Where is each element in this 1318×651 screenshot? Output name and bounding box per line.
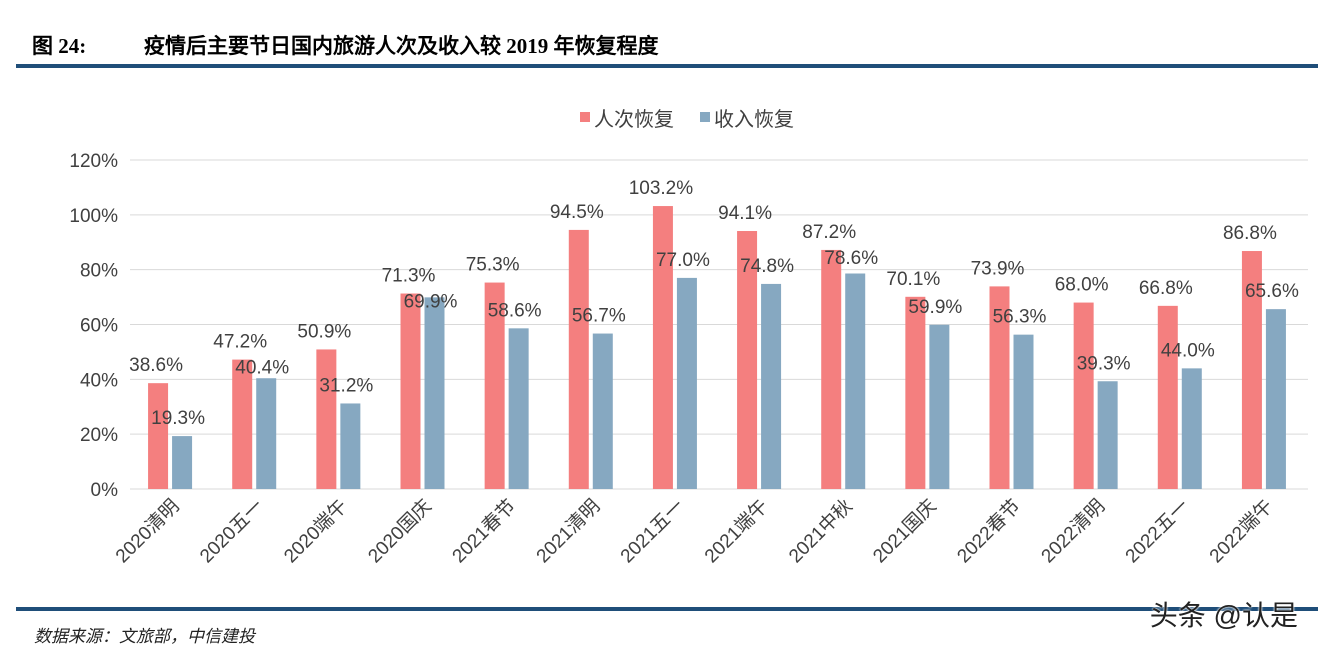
data-label: 77.0%	[656, 250, 710, 271]
bar-visitors	[652, 206, 673, 489]
bar-visitors	[1073, 302, 1094, 489]
data-label: 31.2%	[319, 375, 373, 396]
data-label: 75.3%	[466, 255, 520, 276]
data-label: 87.2%	[802, 222, 856, 243]
data-label: 69.9%	[404, 292, 458, 313]
bar-visitors	[821, 249, 842, 489]
x-tick-label: 2022端午	[1205, 495, 1277, 567]
data-label: 103.2%	[629, 178, 694, 199]
data-label: 40.4%	[235, 358, 289, 379]
x-tick-label: 2021中秋	[784, 495, 856, 567]
data-label: 73.9%	[971, 258, 1025, 279]
bar-visitors	[400, 293, 421, 489]
data-label: 74.8%	[740, 256, 794, 277]
x-tick-label: 2021国庆	[869, 495, 941, 567]
bar-revenue	[929, 324, 950, 489]
figure-title-text: 疫情后主要节日国内旅游人次及收入较 2019 年恢复程度	[144, 34, 659, 58]
y-tick-label: 100%	[69, 206, 118, 227]
x-tick-label: 2020端午	[280, 495, 352, 567]
data-label: 59.9%	[908, 297, 962, 318]
bar-visitors	[737, 231, 758, 490]
bar-visitors	[905, 296, 926, 489]
x-tick-label: 2020五一	[196, 496, 268, 568]
bar-revenue	[1013, 334, 1034, 489]
bar-revenue	[172, 436, 193, 489]
bar-visitors	[1241, 251, 1262, 489]
bar-revenue	[1097, 381, 1118, 489]
y-tick-label: 120%	[69, 151, 118, 172]
bar-revenue	[508, 328, 529, 489]
legend-swatch	[580, 112, 590, 122]
x-tick-label: 2022五一	[1122, 496, 1194, 568]
data-label: 65.6%	[1245, 281, 1299, 302]
data-label: 94.5%	[550, 202, 604, 223]
x-tick-label: 2022春节	[953, 495, 1025, 567]
bar-visitors	[232, 359, 253, 489]
data-label: 58.6%	[488, 300, 542, 321]
data-label: 19.3%	[151, 408, 205, 429]
data-label: 47.2%	[213, 332, 267, 353]
bar-revenue	[1265, 309, 1286, 489]
bar-visitors	[484, 282, 505, 489]
data-label: 56.3%	[993, 307, 1047, 328]
bar-revenue	[1181, 368, 1202, 489]
data-label: 94.1%	[718, 203, 772, 224]
x-tick-label: 2020国庆	[364, 495, 436, 567]
data-label: 56.7%	[572, 306, 626, 327]
footer-rule	[16, 607, 1318, 611]
data-label: 66.8%	[1139, 278, 1193, 299]
bar-revenue	[761, 283, 782, 489]
bar-visitors	[1157, 305, 1178, 489]
x-tick-label: 2021五一	[617, 496, 689, 568]
data-label: 86.8%	[1223, 223, 1277, 244]
bar-revenue	[424, 297, 445, 489]
bar-visitors	[316, 349, 337, 489]
title-rule	[16, 64, 1318, 68]
data-label: 39.3%	[1077, 353, 1131, 374]
data-label: 71.3%	[382, 266, 436, 287]
legend-label: 人次恢复	[594, 108, 674, 131]
y-tick-label: 20%	[80, 425, 118, 446]
bar-revenue	[676, 277, 697, 489]
figure-number: 图 24:	[32, 34, 87, 58]
y-tick-label: 60%	[80, 316, 118, 337]
y-tick-label: 40%	[80, 370, 118, 391]
bar-revenue	[592, 333, 613, 489]
x-tick-label: 2021春节	[448, 495, 520, 567]
source-note: 数据来源：文旅部，中信建投	[34, 627, 255, 646]
figure-title: 图 24: 疫情后主要节日国内旅游人次及收入较 2019 年恢复程度	[32, 30, 659, 60]
data-label: 78.6%	[824, 248, 878, 269]
data-label: 68.0%	[1055, 275, 1109, 296]
bar-revenue	[845, 273, 866, 489]
bar-revenue	[340, 403, 361, 489]
bar-visitors	[148, 383, 169, 489]
x-tick-label: 2022清明	[1037, 495, 1109, 567]
y-tick-label: 80%	[80, 261, 118, 282]
y-tick-label: 0%	[91, 480, 119, 501]
data-label: 44.0%	[1161, 340, 1215, 361]
data-label: 38.6%	[129, 355, 183, 376]
data-label: 50.9%	[297, 321, 351, 342]
bar-visitors	[568, 229, 589, 489]
bar-visitors	[989, 286, 1010, 489]
legend-swatch	[700, 112, 710, 122]
data-label: 70.1%	[886, 269, 940, 290]
x-tick-label: 2021清明	[532, 495, 604, 567]
x-tick-label: 2020清明	[111, 495, 183, 567]
x-tick-label: 2021端午	[700, 495, 772, 567]
watermark: 头条 @认是	[1149, 600, 1298, 631]
legend-label: 收入恢复	[714, 108, 794, 131]
bar-revenue	[256, 378, 277, 489]
